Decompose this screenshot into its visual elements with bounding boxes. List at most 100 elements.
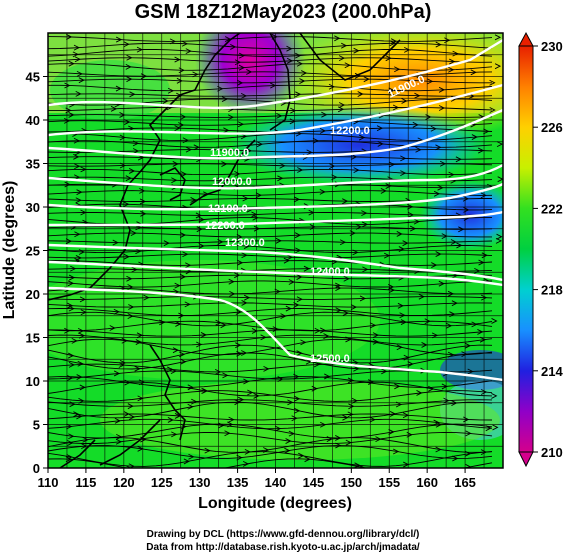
streamline-arrow: [287, 399, 294, 406]
streamline-arrow: [130, 230, 137, 237]
streamline-arrow: [201, 387, 209, 394]
streamline-arrow: [255, 192, 262, 199]
streamline-arrow: [253, 392, 260, 399]
streamline-arrow: [319, 189, 326, 195]
streamline-arrow: [236, 454, 243, 461]
streamline-arrow: [263, 365, 270, 372]
streamline-arrow: [188, 453, 195, 460]
streamline-arrow: [234, 399, 241, 406]
streamline-arrow: [343, 275, 350, 282]
streamline-arrow: [495, 237, 503, 244]
streamline-arrow: [471, 134, 478, 140]
streamline: [48, 78, 492, 84]
x-tick-label: 140: [265, 475, 287, 490]
streamline-arrow: [67, 302, 74, 309]
streamline-arrow: [449, 58, 456, 65]
streamline-arrow: [435, 41, 442, 48]
streamline-arrow: [167, 87, 175, 94]
streamline-arrow: [140, 210, 147, 217]
colorbar-tick-label: 230: [541, 39, 563, 54]
streamline-arrow: [480, 192, 487, 199]
streamline-arrow: [128, 414, 136, 420]
streamline-arrow: [407, 361, 414, 367]
streamline-arrow: [136, 46, 144, 53]
streamline-arrow: [353, 47, 360, 54]
streamline-arrow: [128, 304, 135, 310]
streamline-arrow: [179, 273, 187, 280]
streamline-arrow: [341, 42, 348, 49]
streamline-arrow: [293, 302, 300, 308]
contour-label: 12200.0: [205, 220, 245, 232]
streamline-arrow: [235, 342, 242, 349]
streamline-arrow: [388, 87, 395, 94]
streamline-arrow: [481, 252, 488, 259]
streamline-arrow: [180, 358, 187, 365]
streamline-arrow: [76, 374, 83, 380]
streamline-arrow: [286, 57, 294, 64]
streamline-arrow: [494, 63, 502, 70]
streamline-arrow: [413, 218, 420, 225]
streamline-arrow: [399, 312, 406, 319]
streamline-arrow: [296, 296, 303, 303]
streamline-arrow: [162, 98, 169, 104]
streamline-arrow: [176, 77, 183, 84]
x-tick-label: 125: [151, 475, 173, 490]
streamline: [48, 260, 493, 266]
streamline-arrow: [392, 104, 400, 111]
colorbar-tick-label: 218: [541, 283, 563, 298]
streamline-arrow: [479, 336, 487, 343]
streamline-arrow: [71, 338, 78, 344]
streamline: [48, 42, 493, 50]
streamline-arrow: [438, 86, 446, 93]
streamline-arrow: [437, 184, 444, 191]
streamline-arrow: [227, 114, 235, 121]
streamline-arrow: [127, 313, 134, 320]
streamline-arrow: [401, 98, 408, 104]
streamline-arrow: [455, 156, 462, 163]
contour-label: 12000.0: [212, 176, 252, 188]
streamline-arrow: [314, 327, 321, 334]
streamline-arrow: [465, 464, 472, 468]
streamline-arrow: [462, 195, 470, 202]
streamline: [48, 338, 493, 356]
streamline-arrow: [68, 112, 75, 118]
streamline-arrow: [115, 438, 123, 445]
streamline: [48, 344, 493, 364]
streamline-arrow: [452, 455, 459, 462]
streamline-arrow: [298, 452, 305, 459]
streamline-arrow: [412, 121, 419, 128]
colorbar: 210 214 218 222 226 230: [518, 31, 563, 468]
streamline: [48, 156, 493, 160]
streamline: [48, 458, 493, 468]
colorbar-min-arrow: [518, 451, 534, 468]
streamline: [48, 334, 493, 346]
streamline-arrow: [293, 196, 301, 203]
streamline-arrow: [223, 127, 230, 134]
streamline-arrow: [67, 352, 75, 359]
streamline-arrow: [119, 112, 126, 118]
streamline-arrow: [295, 130, 303, 137]
streamline-arrow: [448, 66, 455, 73]
streamline-arrow: [123, 253, 130, 260]
streamline-arrow: [190, 197, 197, 203]
page-title: GSM 18Z12May2023 (200.0hPa): [134, 1, 432, 23]
streamline-arrow: [433, 190, 441, 197]
streamline-arrow: [195, 212, 202, 219]
streamline: [48, 401, 493, 419]
contour-label: 12200.0: [330, 125, 370, 137]
streamline-arrow: [347, 377, 355, 384]
streamline-arrow: [303, 265, 310, 272]
streamline-arrow: [222, 372, 229, 379]
streamline-arrow: [139, 187, 146, 194]
streamline-arrow: [304, 456, 311, 463]
streamline-arrow: [277, 175, 284, 182]
streamline-arrow: [421, 342, 428, 348]
streamline-arrow: [306, 149, 313, 156]
streamline-arrow: [431, 262, 438, 268]
streamline-arrow: [418, 293, 425, 300]
streamline-arrow: [353, 365, 360, 372]
streamline-arrow: [369, 416, 376, 423]
streamline-arrow: [183, 458, 190, 465]
streamline-arrow: [247, 389, 254, 396]
streamline-arrow: [456, 242, 463, 249]
